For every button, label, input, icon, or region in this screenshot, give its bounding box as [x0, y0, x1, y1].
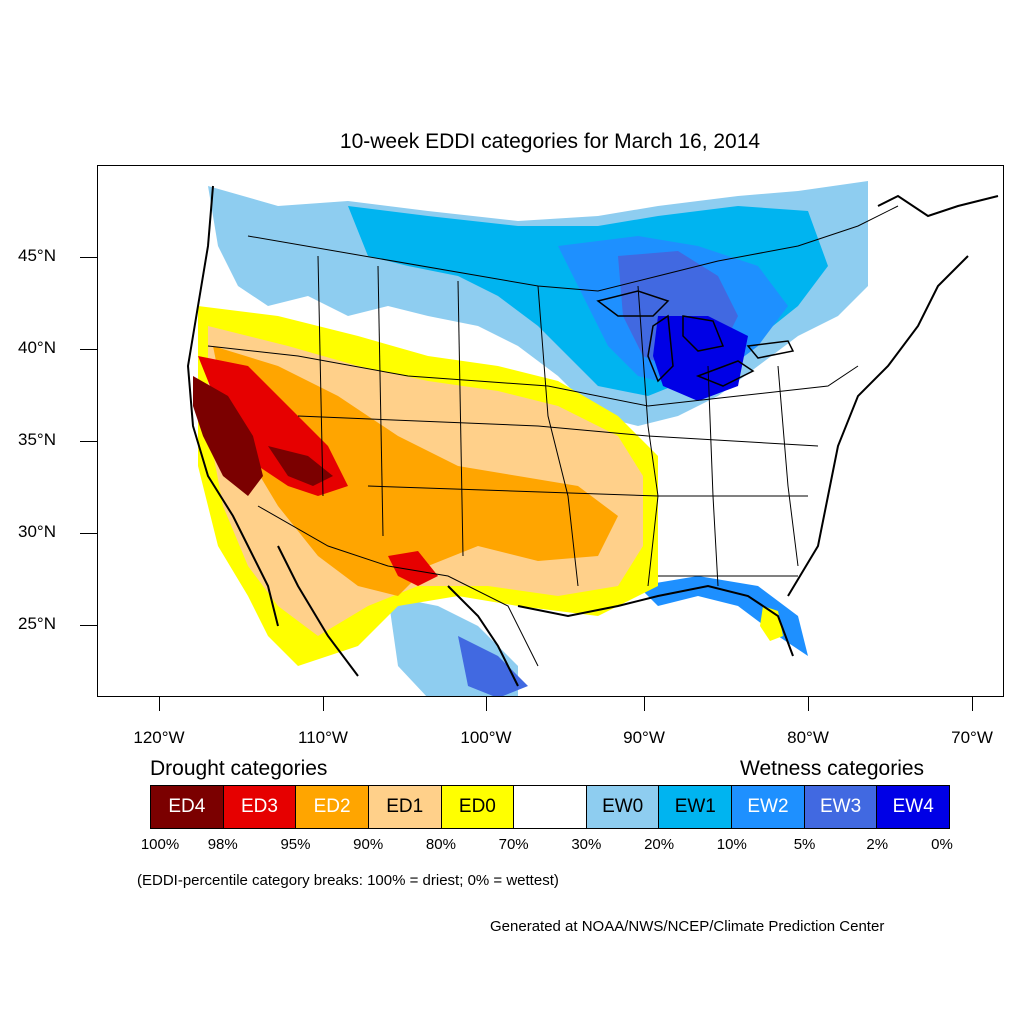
percent-break-label: 5% — [793, 836, 816, 853]
lon-tick — [486, 697, 487, 711]
coastlines — [186, 185, 999, 687]
drought-categories-heading: Drought categories — [150, 757, 328, 780]
legend-box-ed1: ED1 — [368, 786, 442, 828]
drought-ed4-sw — [268, 446, 333, 486]
percent-break-label: 0% — [931, 836, 953, 853]
lon-tick — [323, 697, 324, 711]
category-legend: ED4 ED3 ED2 ED1 ED0 EW0 EW1 EW2 EW3 EW4 — [150, 785, 950, 829]
lat-label: 45°N — [18, 246, 56, 265]
lon-tick — [644, 697, 645, 711]
percent-break-label: 70% — [498, 836, 529, 853]
great-lakes — [596, 290, 795, 387]
percent-break-label: 20% — [644, 836, 675, 853]
wet-region-southeast — [638, 576, 808, 656]
lon-tick — [159, 697, 160, 711]
boundaries — [207, 205, 899, 667]
legend-box-ew2: EW2 — [732, 786, 805, 828]
percent-break-label: 80% — [425, 836, 456, 853]
lat-label: 25°N — [18, 614, 56, 633]
percent-break-label: 98% — [207, 836, 238, 853]
legend-box-ed3: ED3 — [223, 786, 297, 828]
lon-label: 90°W — [623, 728, 665, 747]
drought-ed2 — [213, 346, 618, 596]
lat-label: 35°N — [18, 430, 56, 449]
lon-tick — [808, 697, 809, 711]
legend-box-ed0: ED0 — [441, 786, 515, 828]
legend-box-ew1: EW1 — [659, 786, 733, 828]
legend-box-neutral — [514, 786, 587, 828]
percent-break-label: 90% — [353, 836, 384, 853]
lat-tick — [80, 349, 97, 350]
lat-tick — [80, 441, 97, 442]
percent-break-label: 30% — [571, 836, 602, 853]
wet-region-ew4 — [653, 316, 748, 401]
lat-tick — [80, 625, 97, 626]
percent-break-label: 2% — [866, 836, 889, 853]
lat-tick — [80, 533, 97, 534]
legend-box-ew3: EW3 — [804, 786, 878, 828]
drought-ed4 — [193, 376, 263, 496]
wetness-categories-heading: Wetness categories — [740, 757, 925, 780]
drought-ed3-tx — [388, 551, 438, 586]
legend-box-ew0: EW0 — [586, 786, 660, 828]
category-note: (EDDI-percentile category breaks: 100% =… — [137, 872, 559, 889]
map-canvas — [186, 181, 999, 696]
lat-label: 40°N — [18, 338, 56, 357]
legend-box-ed4: ED4 — [151, 786, 224, 828]
lat-label: 30°N — [18, 522, 56, 541]
legend-box-ed2: ED2 — [296, 786, 369, 828]
wet-region-mexico-strong — [458, 636, 528, 696]
lat-tick — [80, 257, 97, 258]
percent-break-label: 95% — [280, 836, 311, 853]
percent-break-label: 10% — [716, 836, 747, 853]
lon-tick — [972, 697, 973, 711]
map-title: 10-week EDDI categories for March 16, 20… — [339, 130, 761, 153]
percent-break-label: 100% — [140, 836, 180, 853]
lon-label: 70°W — [951, 728, 993, 747]
eddi-map — [97, 165, 1004, 697]
legend-box-ew4: EW4 — [877, 786, 950, 828]
credit-text: Generated at NOAA/NWS/NCEP/Climate Predi… — [490, 918, 885, 935]
lon-label: 80°W — [787, 728, 829, 747]
lon-label: 100°W — [460, 728, 512, 747]
lon-label: 110°W — [298, 728, 348, 747]
lon-label: 120°W — [133, 728, 185, 747]
